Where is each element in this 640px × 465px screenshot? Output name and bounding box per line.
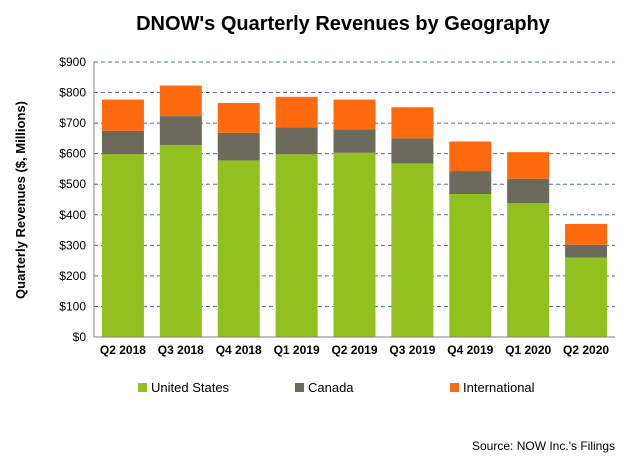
bar-segment-united-states [159,145,202,337]
x-tick-label: Q4 2018 [216,343,262,357]
x-tick-label: Q1 2019 [274,343,320,357]
bar-segment-international [565,223,608,245]
bar-segment-united-states [333,152,376,337]
bar-segment-international [449,141,492,172]
bar-segment-international [217,102,260,133]
bar-segment-international [391,107,434,139]
bar-segment-canada [275,127,318,155]
bar-segment-united-states [507,203,550,337]
y-tick-label: $100 [59,299,86,313]
y-tick-label: $900 [59,55,86,69]
x-tick-label: Q2 2019 [331,343,377,357]
bar-segment-canada [565,244,608,258]
bar-segment-united-states [101,154,144,337]
y-tick-label: $0 [73,330,87,344]
y-tick-label: $800 [59,86,86,100]
legend-label: International [463,380,535,395]
legend-label: United States [151,380,230,395]
bar-segment-international [101,99,144,131]
legend-swatch [450,383,459,392]
x-tick-label: Q3 2018 [158,343,204,357]
bar-segment-united-states [565,257,608,337]
y-axis: $0 $100 $200 $300 $400 $500 $600 $700 $800 $900 [59,55,95,344]
bar-segment-canada [217,132,260,161]
legend: United States Canada International [138,380,535,395]
legend-swatch [295,383,304,392]
bar-segment-united-states [275,154,318,337]
y-tick-label: $300 [59,238,86,252]
bar-segment-international [333,99,376,130]
y-tick-label: $500 [59,177,86,191]
bar-segment-united-states [391,163,434,337]
x-axis: Q2 2018 Q3 2018 Q4 2018 Q1 2019 Q2 2019 Q3 20… [94,336,615,357]
y-tick-label: $700 [59,116,86,130]
chart-title: DNOW's Quarterly Revenues by Geography [136,13,551,35]
x-tick-label: Q4 2019 [447,343,493,357]
bar-segment-united-states [217,160,260,337]
bar-segment-canada [391,138,434,164]
x-tick-label: Q2 2020 [563,343,609,357]
source-note: Source: NOW Inc.'s Filings [472,439,615,453]
bar-segment-international [275,96,318,128]
legend-label: Canada [308,380,354,395]
x-tick-label: Q2 2018 [100,343,146,357]
bars [101,85,608,337]
bar-segment-united-states [449,194,492,337]
x-tick-label: Q1 2020 [505,343,551,357]
legend-swatch [138,383,147,392]
bar-segment-international [159,85,202,117]
y-tick-label: $200 [59,269,86,283]
bar-segment-canada [101,130,144,155]
bar-segment-international [507,152,550,179]
y-tick-label: $400 [59,208,86,222]
bar-segment-canada [507,178,550,204]
y-axis-label: Quarterly Revenues ($, Millions) [13,101,28,299]
bar-segment-canada [449,171,492,194]
y-tick-label: $600 [59,147,86,161]
bar-segment-canada [333,129,376,153]
bar-segment-canada [159,116,202,146]
x-tick-label: Q3 2019 [389,343,435,357]
